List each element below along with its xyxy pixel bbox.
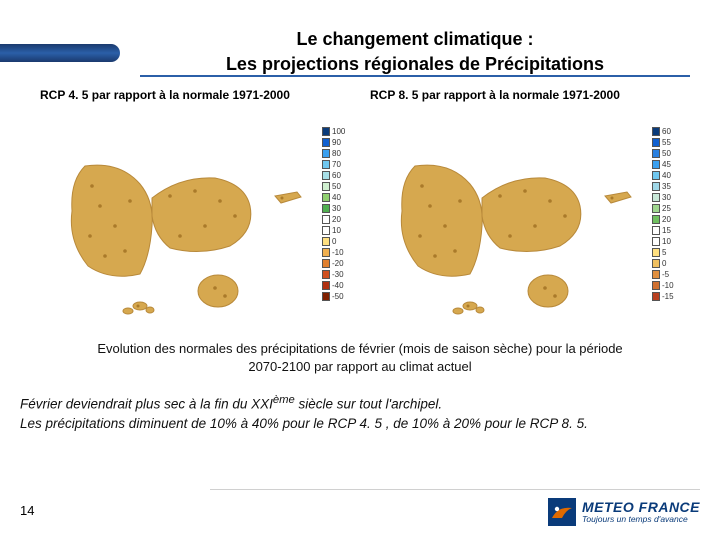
logo-icon [548,498,576,526]
body-line-2: Les précipitations diminuent de 10% à 40… [20,416,588,431]
figure-caption: Evolution des normales des précipitation… [60,340,660,375]
map-right: 605550454035302520151050-5-10-15 [360,106,690,336]
body-sup: ème [273,394,295,406]
caption-line-1: Evolution des normales des précipitation… [97,341,622,356]
title-line-1: Le changement climatique : [140,28,690,51]
legend-left: 1009080706050403020100-10-20-30-40-50 [322,126,356,302]
map-left-label: RCP 4. 5 par rapport à la normale 1971-2… [30,86,360,106]
logo-sub-text: Toujours un temps d'avance [582,514,700,524]
body-line-1b: siècle sur tout l'archipel. [295,397,442,412]
header-accent-bar [0,44,120,62]
map-right-svg [360,106,690,336]
title-line-2: Les projections régionales de Précipitat… [140,53,690,78]
caption-line-2: 2070-2100 par rapport au climat actuel [248,359,471,374]
maps-row: RCP 4. 5 par rapport à la normale 1971-2… [30,86,690,336]
map-left-column: RCP 4. 5 par rapport à la normale 1971-2… [30,86,360,336]
map-right-column: RCP 8. 5 par rapport à la normale 1971-2… [360,86,690,336]
map-left: 1009080706050403020100-10-20-30-40-50 [30,106,360,336]
slide-title: Le changement climatique : Les projectio… [140,28,690,77]
legend-right: 605550454035302520151050-5-10-15 [652,126,686,302]
map-left-svg [30,106,360,336]
meteo-france-logo: METEO FRANCE Toujours un temps d'avance [548,498,700,526]
body-line-1a: Février deviendrait plus sec à la fin du… [20,397,273,412]
body-text: Février deviendrait plus sec à la fin du… [20,392,700,434]
page-number: 14 [20,503,34,518]
footer-rule [210,489,700,490]
map-right-label: RCP 8. 5 par rapport à la normale 1971-2… [360,86,690,106]
logo-main-text: METEO FRANCE [582,500,700,514]
